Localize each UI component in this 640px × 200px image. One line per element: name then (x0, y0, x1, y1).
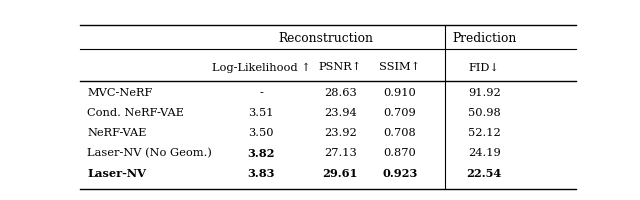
Text: 50.98: 50.98 (468, 108, 500, 118)
Text: 3.51: 3.51 (248, 108, 274, 118)
Text: 3.50: 3.50 (248, 128, 274, 138)
Text: 24.19: 24.19 (468, 148, 500, 158)
Text: 91.92: 91.92 (468, 88, 500, 98)
Text: FID↓: FID↓ (469, 62, 500, 72)
Text: 27.13: 27.13 (324, 148, 356, 158)
Text: Laser-NV: Laser-NV (88, 167, 147, 178)
Text: SSIM↑: SSIM↑ (380, 62, 420, 72)
Text: 28.63: 28.63 (324, 88, 356, 98)
Text: 0.709: 0.709 (383, 108, 416, 118)
Text: MVC-NeRF: MVC-NeRF (88, 88, 153, 98)
Text: 52.12: 52.12 (468, 128, 500, 138)
Text: 3.82: 3.82 (247, 147, 275, 158)
Text: Log-Likelihood ↑: Log-Likelihood ↑ (212, 62, 310, 72)
Text: Cond. NeRF-VAE: Cond. NeRF-VAE (88, 108, 184, 118)
Text: NeRF-VAE: NeRF-VAE (88, 128, 147, 138)
Text: Reconstruction: Reconstruction (278, 31, 373, 44)
Text: 0.708: 0.708 (383, 128, 416, 138)
Text: 0.870: 0.870 (383, 148, 416, 158)
Text: 23.94: 23.94 (324, 108, 356, 118)
Text: PSNR↑: PSNR↑ (319, 62, 362, 72)
Text: Laser-NV (No Geom.): Laser-NV (No Geom.) (88, 147, 212, 158)
Text: 0.910: 0.910 (383, 88, 416, 98)
Text: Prediction: Prediction (452, 31, 516, 44)
Text: 22.54: 22.54 (467, 167, 502, 178)
Text: 29.61: 29.61 (323, 167, 358, 178)
Text: 3.83: 3.83 (247, 167, 275, 178)
Text: 0.923: 0.923 (382, 167, 418, 178)
Text: 23.92: 23.92 (324, 128, 356, 138)
Text: -: - (259, 88, 263, 98)
